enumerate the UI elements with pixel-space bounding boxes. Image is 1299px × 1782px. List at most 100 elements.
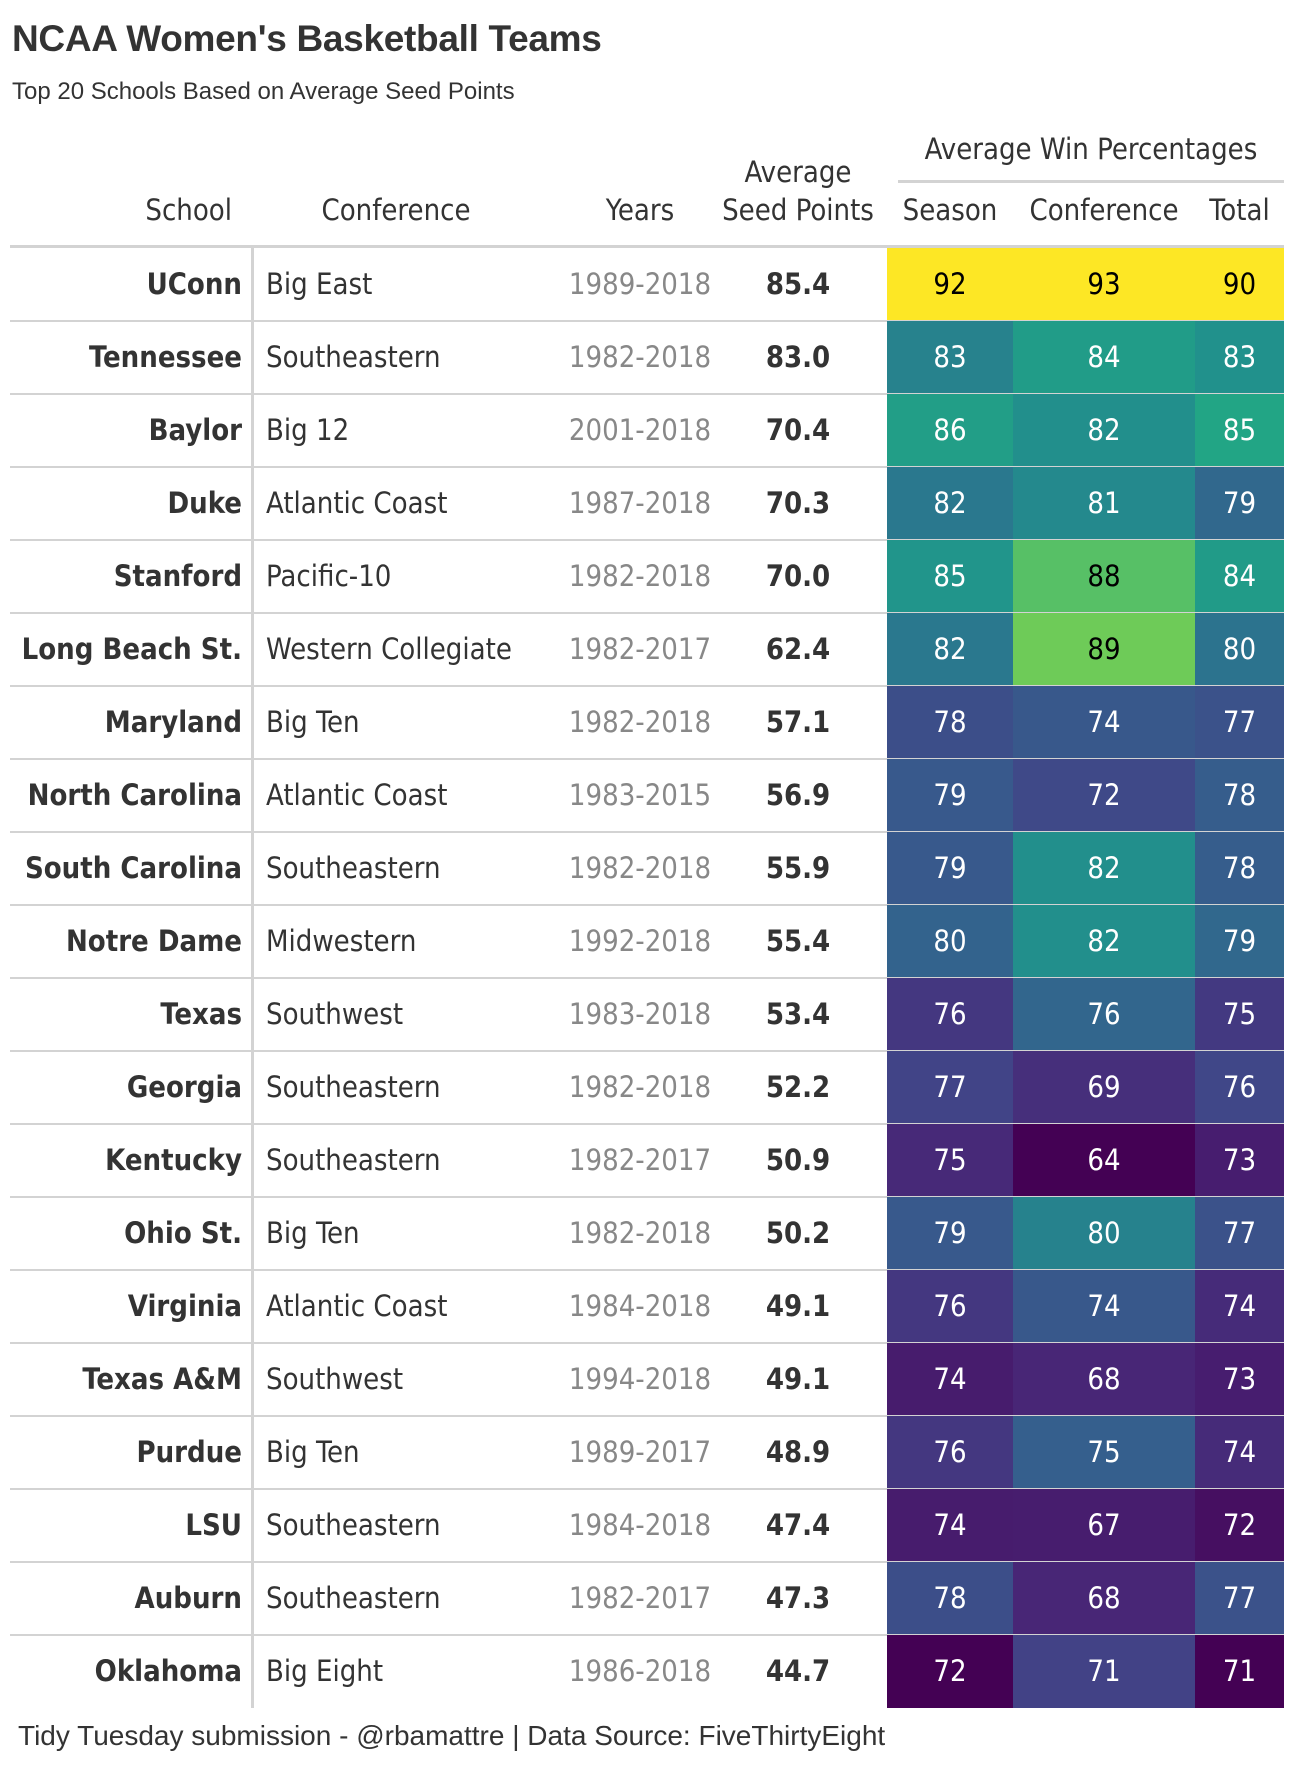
conference-cell: Big East xyxy=(266,267,373,301)
years-cell: 1986-2018 xyxy=(568,1654,712,1688)
years-cell: 1982-2017 xyxy=(568,1581,712,1615)
seed-points-cell: 44.7 xyxy=(765,1654,831,1688)
total-pct-cell: 85 xyxy=(1195,394,1284,467)
table-row: Virginia Atlantic Coast 1984-2018 49.1 76 74 7… xyxy=(10,1270,1284,1344)
total-pct-cell: 78 xyxy=(1195,759,1284,832)
school-cell: Virginia xyxy=(127,1289,242,1323)
table-row: Notre Dame Midwestern 1992-2018 55.4 80 82 79 xyxy=(10,905,1284,979)
school-cell: Baylor xyxy=(148,413,242,447)
seed-points-cell: 53.4 xyxy=(765,997,831,1031)
win-percentages-spanner: Average Win Percentages xyxy=(924,132,1258,166)
season-pct-cell: 72 xyxy=(887,1635,1013,1708)
total-pct-cell: 78 xyxy=(1195,832,1284,905)
seed-points-cell: 55.4 xyxy=(765,924,831,958)
conference-cell: Southeastern xyxy=(266,1070,441,1104)
season-pct-cell: 82 xyxy=(887,613,1013,686)
total-pct-cell: 77 xyxy=(1195,1562,1284,1635)
years-cell: 1982-2018 xyxy=(568,851,712,885)
conference-cell: Big Ten xyxy=(266,705,360,739)
row-divider xyxy=(10,1415,1284,1417)
school-cell: Auburn xyxy=(134,1581,242,1615)
row-divider xyxy=(10,466,1284,468)
years-cell: 1982-2018 xyxy=(568,705,712,739)
total-pct-cell: 76 xyxy=(1195,1051,1284,1124)
total-pct-cell: 73 xyxy=(1195,1124,1284,1197)
conference-cell: Atlantic Coast xyxy=(266,486,448,520)
chart-title: NCAA Women's Basketball Teams xyxy=(12,18,602,59)
conference-cell: Atlantic Coast xyxy=(266,778,448,812)
school-cell: UConn xyxy=(146,267,242,301)
conference-pct-cell: 76 xyxy=(1013,978,1195,1051)
seed-points-cell: 70.3 xyxy=(765,486,831,520)
conference-pct-cell: 82 xyxy=(1013,832,1195,905)
row-divider xyxy=(10,1269,1284,1271)
conference-pct-cell: 82 xyxy=(1013,394,1195,467)
seed-points-cell: 85.4 xyxy=(765,267,831,301)
conference-cell: Atlantic Coast xyxy=(266,1289,448,1323)
column-header-years: Years xyxy=(605,193,675,227)
school-cell: Tennessee xyxy=(89,340,242,374)
table-row: Georgia Southeastern 1982-2018 52.2 77 69 76 xyxy=(10,1051,1284,1125)
total-pct-cell: 90 xyxy=(1195,248,1284,321)
row-divider xyxy=(10,1123,1284,1125)
conference-pct-cell: 84 xyxy=(1013,321,1195,394)
season-pct-cell: 79 xyxy=(887,759,1013,832)
total-pct-cell: 77 xyxy=(1195,1197,1284,1270)
years-cell: 2001-2018 xyxy=(568,413,712,447)
column-header-season: Season xyxy=(902,193,998,227)
conference-pct-cell: 71 xyxy=(1013,1635,1195,1708)
seed-points-cell: 62.4 xyxy=(765,632,831,666)
years-cell: 1982-2018 xyxy=(568,340,712,374)
conference-cell: Southeastern xyxy=(266,1581,441,1615)
season-pct-cell: 74 xyxy=(887,1489,1013,1562)
season-pct-cell: 75 xyxy=(887,1124,1013,1197)
conference-pct-cell: 82 xyxy=(1013,905,1195,978)
column-header-seed-line1: Average xyxy=(744,155,852,189)
school-cell: Purdue xyxy=(136,1435,242,1469)
total-pct-cell: 71 xyxy=(1195,1635,1284,1708)
row-divider xyxy=(10,1342,1284,1344)
conference-pct-cell: 72 xyxy=(1013,759,1195,832)
total-pct-cell: 72 xyxy=(1195,1489,1284,1562)
conference-pct-cell: 93 xyxy=(1013,248,1195,321)
years-cell: 1984-2018 xyxy=(568,1508,712,1542)
years-cell: 1989-2018 xyxy=(568,267,712,301)
conference-pct-cell: 81 xyxy=(1013,467,1195,540)
conference-pct-cell: 69 xyxy=(1013,1051,1195,1124)
years-cell: 1982-2017 xyxy=(568,1143,712,1177)
years-cell: 1983-2018 xyxy=(568,997,712,1031)
seed-points-cell: 56.9 xyxy=(765,778,831,812)
row-divider xyxy=(10,1634,1284,1636)
conference-cell: Big Ten xyxy=(266,1216,360,1250)
seed-points-cell: 47.3 xyxy=(765,1581,831,1615)
header-rule xyxy=(10,245,1284,248)
school-cell: Ohio St. xyxy=(124,1216,242,1250)
stub-divider xyxy=(251,248,254,1708)
conference-cell: Big 12 xyxy=(266,413,350,447)
conference-pct-cell: 74 xyxy=(1013,686,1195,759)
row-divider xyxy=(10,393,1284,395)
total-pct-cell: 83 xyxy=(1195,321,1284,394)
table-row: South Carolina Southeastern 1982-2018 55.9 7… xyxy=(10,832,1284,906)
season-pct-cell: 78 xyxy=(887,686,1013,759)
table-row: LSU Southeastern 1984-2018 47.4 74 67 72 xyxy=(10,1489,1284,1563)
table-row: Texas A&M Southwest 1994-2018 49.1 74 68 73 xyxy=(10,1343,1284,1417)
table-row: Oklahoma Big Eight 1986-2018 44.7 72 71 71 xyxy=(10,1635,1284,1708)
years-cell: 1992-2018 xyxy=(568,924,712,958)
table-row: Purdue Big Ten 1989-2017 48.9 76 75 74 xyxy=(10,1416,1284,1490)
season-pct-cell: 82 xyxy=(887,467,1013,540)
conference-pct-cell: 67 xyxy=(1013,1489,1195,1562)
column-header-total: Total xyxy=(1209,193,1270,227)
conference-pct-cell: 74 xyxy=(1013,1270,1195,1343)
table-row: Ohio St. Big Ten 1982-2018 50.2 79 80 77 xyxy=(10,1197,1284,1271)
school-cell: Maryland xyxy=(104,705,242,739)
conference-cell: Pacific-10 xyxy=(266,559,392,593)
row-divider xyxy=(10,831,1284,833)
conference-cell: Southeastern xyxy=(266,851,441,885)
school-cell: North Carolina xyxy=(27,778,242,812)
row-divider xyxy=(10,1196,1284,1198)
seed-points-cell: 55.9 xyxy=(765,851,831,885)
conference-cell: Southwest xyxy=(266,997,404,1031)
season-pct-cell: 76 xyxy=(887,1416,1013,1489)
seed-points-cell: 50.2 xyxy=(765,1216,831,1250)
